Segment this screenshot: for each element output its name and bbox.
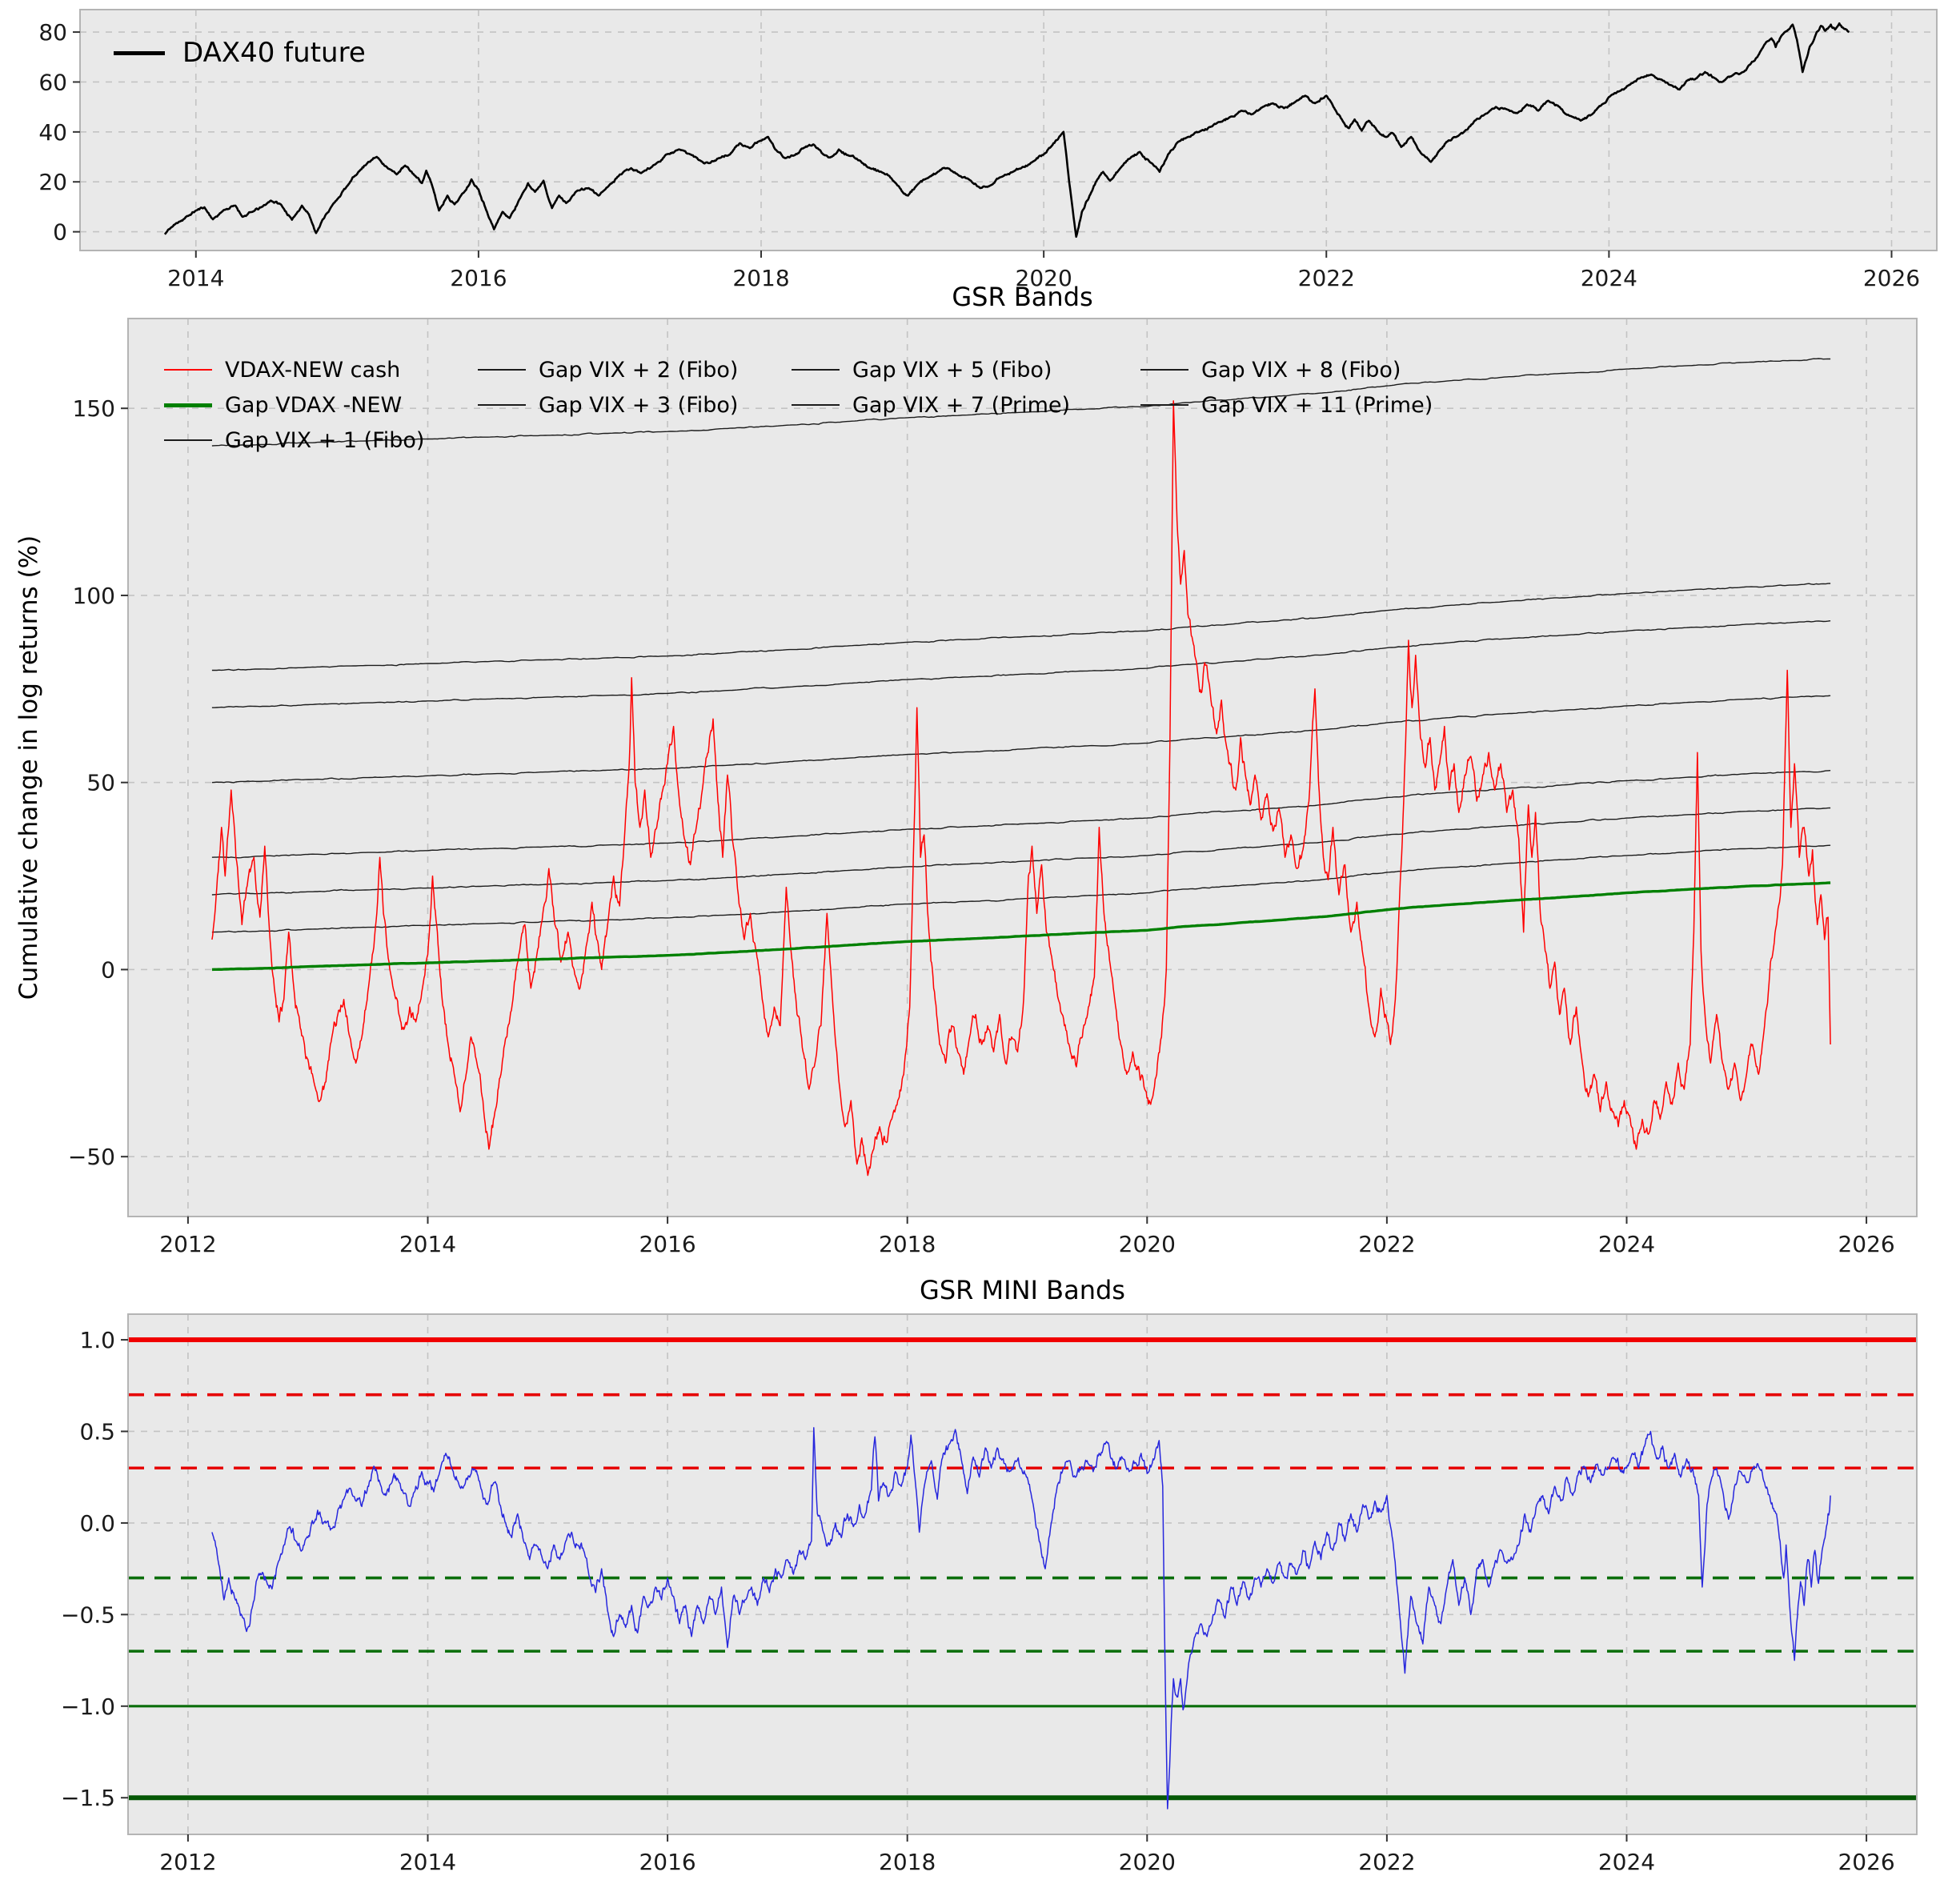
x-tick-label: 2014	[167, 265, 224, 291]
legend-label: Gap VIX + 3 (Fibo)	[539, 392, 739, 418]
x-tick-label: 2026	[1838, 1849, 1894, 1875]
x-tick-label: 2022	[1298, 265, 1355, 291]
gap-vix-band-line-3	[211, 770, 1831, 859]
gsr-mini-title: GSR MINI Bands	[920, 1275, 1125, 1305]
legend-label: Gap VDAX -NEW	[225, 392, 403, 418]
gsr-bands-title: GSR Bands	[952, 282, 1093, 312]
y-tick-label: −1.0	[61, 1694, 115, 1720]
gap-vix-band-line-2	[211, 807, 1831, 896]
x-tick-label: 2012	[159, 1849, 216, 1875]
x-tick-label: 2018	[879, 1231, 936, 1257]
legend-item: Gap VIX + 7 (Prime)	[792, 387, 1140, 423]
legend-swatch	[164, 439, 212, 442]
axes-spine	[127, 318, 1918, 1217]
legend-label: Gap VIX + 1 (Fibo)	[225, 427, 425, 453]
y-tick-label: 60	[38, 69, 67, 95]
gap-vix-band-line-4	[211, 695, 1831, 784]
y-tick-label: 0.0	[79, 1510, 115, 1537]
x-tick-label: 2018	[879, 1849, 936, 1875]
x-tick-label: 2020	[1119, 1849, 1176, 1875]
axes-background	[80, 10, 1937, 251]
gsr-bands-series-line-1	[211, 881, 1831, 972]
legend-column: VDAX-NEW cash Gap VDAX -NEW Gap VIX + 1 (F…	[164, 352, 478, 458]
legend-item: Gap VIX + 3 (Fibo)	[478, 387, 792, 423]
legend-item: Gap VIX + 1 (Fibo)	[164, 423, 478, 458]
x-tick-label: 2020	[1119, 1231, 1176, 1257]
x-tick-label: 2026	[1863, 265, 1920, 291]
legend-item: Gap VIX + 5 (Fibo)	[792, 352, 1140, 387]
x-tick-label: 2016	[450, 265, 507, 291]
x-tick-label: 2024	[1581, 265, 1637, 291]
legend-item: VDAX-NEW cash	[164, 352, 478, 387]
legend-label: VDAX-NEW cash	[225, 357, 401, 383]
axes-background	[128, 319, 1917, 1217]
legend-swatch	[1140, 403, 1188, 407]
legend-swatch	[792, 403, 840, 407]
axes-spine	[127, 1313, 1918, 1835]
y-tick-label: −0.5	[61, 1601, 115, 1628]
x-tick-label: 2022	[1358, 1849, 1415, 1875]
dax40-legend: DAX40 future	[114, 37, 366, 69]
legend-label: Gap VIX + 11 (Prime)	[1201, 392, 1433, 418]
dax40-legend-label: DAX40 future	[182, 37, 366, 69]
gsr-mini-series-line-0	[211, 1427, 1831, 1810]
legend-label: Gap VIX + 2 (Fibo)	[539, 357, 739, 383]
legend-swatch	[478, 368, 526, 371]
x-tick-label: 2022	[1358, 1231, 1415, 1257]
legend-item: Gap VIX + 2 (Fibo)	[478, 352, 792, 387]
gsr-bands-ylabel: Cumulative change in log returns (%)	[14, 535, 43, 1000]
gsr-bands-series-line-0	[211, 400, 1831, 1176]
legend-swatch	[478, 403, 526, 407]
x-tick-label: 2018	[732, 265, 789, 291]
gap-vix-band-line-1	[211, 844, 1831, 933]
y-tick-label: 1.0	[79, 1327, 115, 1353]
legend-label: Gap VIX + 8 (Fibo)	[1201, 357, 1401, 383]
y-tick-label: 40	[38, 119, 67, 146]
gap-vix-band-line-6	[211, 583, 1831, 671]
gsr-bands-legend: VDAX-NEW cash Gap VDAX -NEW Gap VIX + 1 (F…	[164, 352, 1477, 458]
dax40-legend-swatch	[114, 50, 165, 55]
legend-label: Gap VIX + 7 (Prime)	[852, 392, 1071, 418]
x-tick-label: 2014	[399, 1849, 456, 1875]
y-tick-label: 20	[38, 169, 67, 195]
legend-swatch	[164, 368, 212, 371]
y-tick-label: 50	[86, 770, 115, 796]
axes-background	[128, 1314, 1917, 1834]
y-tick-label: 150	[73, 395, 115, 422]
gap-vix-band-line-7	[211, 358, 1831, 447]
legend-label: Gap VIX + 5 (Fibo)	[852, 357, 1052, 383]
y-tick-label: 100	[73, 583, 115, 609]
gap-vix-band-line-5	[211, 620, 1831, 708]
legend-column: Gap VIX + 2 (Fibo) Gap VIX + 3 (Fibo)	[478, 352, 792, 423]
x-tick-label: 2024	[1598, 1231, 1655, 1257]
legend-column: Gap VIX + 8 (Fibo) Gap VIX + 11 (Prime)	[1140, 352, 1477, 423]
y-tick-label: 0.5	[79, 1418, 115, 1445]
legend-swatch	[164, 403, 212, 407]
x-tick-label: 2024	[1598, 1849, 1655, 1875]
legend-swatch	[1140, 368, 1188, 371]
legend-item: Gap VIX + 11 (Prime)	[1140, 387, 1477, 423]
y-tick-label: −50	[68, 1144, 115, 1170]
y-tick-label: −1.5	[61, 1785, 115, 1811]
dax40-series-line-0	[163, 22, 1850, 239]
y-tick-label: 0	[101, 956, 115, 983]
legend-column: Gap VIX + 5 (Fibo) Gap VIX + 7 (Prime)	[792, 352, 1140, 423]
x-tick-label: 2016	[639, 1849, 695, 1875]
legend-item: Gap VDAX -NEW	[164, 387, 478, 423]
x-tick-label: 2012	[159, 1231, 216, 1257]
axes-spine	[79, 9, 1938, 251]
y-tick-label: 0	[53, 219, 67, 246]
x-tick-label: 2016	[639, 1231, 695, 1257]
x-tick-label: 2020	[1016, 265, 1072, 291]
legend-swatch	[792, 368, 840, 371]
x-tick-label: 2026	[1838, 1231, 1894, 1257]
legend-item: Gap VIX + 8 (Fibo)	[1140, 352, 1477, 387]
x-tick-label: 2014	[399, 1231, 456, 1257]
y-tick-label: 80	[38, 19, 67, 46]
